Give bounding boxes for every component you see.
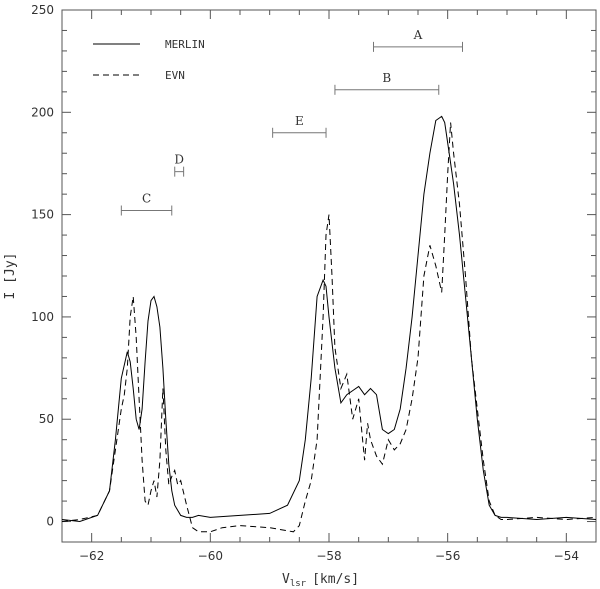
legend: MERLIN EVN <box>93 38 205 82</box>
series-line-evn <box>61 122 597 533</box>
range-annotations: A B E D C <box>120 28 463 216</box>
range-label-e: E <box>295 114 304 128</box>
x-axis-label-sub: lsr <box>290 579 307 589</box>
series-line-merlin <box>61 115 597 523</box>
y-tick-label: 250 <box>31 3 54 17</box>
x-axis-label-v: V <box>282 572 290 587</box>
axis-ticks: −62 −60 −58 −56 −54 0 50 100 150 200 250 <box>31 3 597 563</box>
range-label-d: D <box>174 153 184 167</box>
y-axis-label: I [Jy] <box>3 253 18 300</box>
x-tick-label: −58 <box>316 549 341 563</box>
range-label-a: A <box>413 28 423 42</box>
x-axis-label-unit: [km/s] <box>312 572 359 587</box>
x-tick-label: −54 <box>554 549 579 563</box>
y-tick-label: 50 <box>39 412 54 426</box>
y-tick-label: 100 <box>31 310 54 324</box>
legend-evn-label: EVN <box>165 69 185 82</box>
y-tick-label: 200 <box>31 105 54 119</box>
x-tick-label: −56 <box>435 549 460 563</box>
series-lines <box>61 115 597 533</box>
legend-merlin-label: MERLIN <box>165 38 205 51</box>
x-tick-label: −60 <box>198 549 223 563</box>
range-label-b: B <box>382 71 391 85</box>
y-tick-label: 0 <box>46 515 54 529</box>
x-tick-label: −62 <box>79 549 104 563</box>
range-label-c: C <box>142 192 151 206</box>
y-tick-label: 150 <box>31 208 54 222</box>
x-axis-label: Vlsr [km/s] <box>282 572 359 589</box>
